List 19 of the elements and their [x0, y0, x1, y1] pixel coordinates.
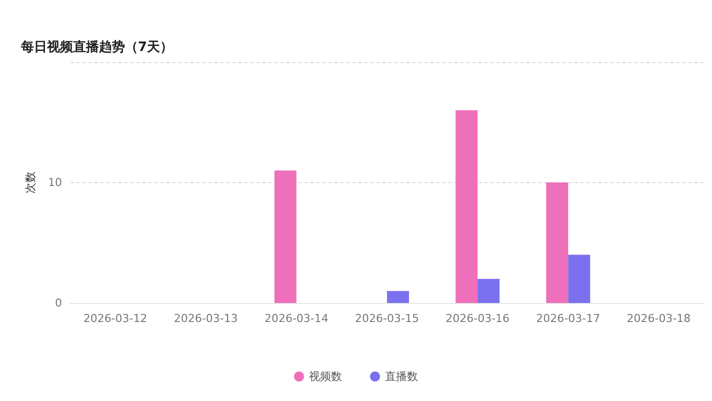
bar [387, 290, 409, 303]
chart-title: 每日视频直播趋势（7天） [20, 39, 174, 55]
x-tick-label: 2026-03-14 [264, 312, 328, 325]
legend-label: 直播数 [385, 370, 418, 383]
x-tick-label: 2026-03-18 [626, 312, 691, 325]
x-tick-label: 2026-03-15 [355, 312, 419, 325]
bar [568, 254, 590, 303]
x-tick-label: 2026-03-12 [83, 312, 148, 325]
x-tick-label: 2026-03-13 [174, 312, 238, 325]
y-tick-label: 10 [48, 176, 62, 189]
bar [274, 170, 296, 303]
bar [456, 110, 478, 303]
y-tick-label: 0 [55, 296, 62, 310]
bar [478, 278, 500, 303]
x-tick-label: 2026-03-16 [446, 312, 510, 325]
y-axis-title: 次数 [24, 172, 37, 194]
legend-label: 视频数 [309, 370, 342, 383]
x-tick-label: 2026-03-17 [536, 312, 600, 325]
bar [546, 182, 568, 303]
